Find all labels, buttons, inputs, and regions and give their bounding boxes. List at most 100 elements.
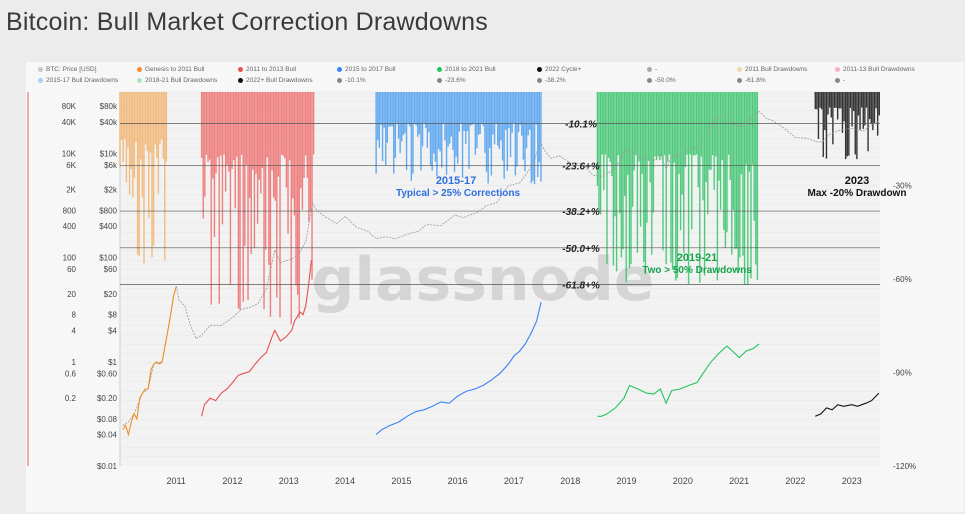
- legend-item[interactable]: -23.6%: [437, 77, 466, 84]
- legend-label: -61.8%: [745, 77, 766, 84]
- legend-label: Genesis to 2011 Bull: [145, 66, 205, 73]
- x-tick: 2011: [166, 476, 185, 486]
- y-tick-outer: 80K: [62, 102, 77, 111]
- x-tick: 2016: [448, 476, 468, 486]
- y-tick-inner: $0.60: [97, 369, 118, 378]
- y-tick-inner: $1: [108, 358, 117, 367]
- x-tick: 2021: [729, 476, 749, 486]
- legend-item[interactable]: 2022 Cycle+: [537, 66, 581, 73]
- drawdown-level-label: -38.2+%: [562, 207, 600, 218]
- legend-swatch: [238, 66, 243, 72]
- y-tick-outer: 6K: [66, 161, 76, 170]
- legend-item[interactable]: 2011 Bull Drawdowns: [737, 66, 807, 73]
- legend-label: 2011-13 Bull Drawdowns: [843, 66, 915, 73]
- page-title: Bitcoin: Bull Market Correction Drawdown…: [6, 8, 488, 36]
- x-tick: 2014: [335, 476, 355, 486]
- y-tick-inner: $800: [99, 206, 117, 215]
- y-tick-outer: 0.2: [65, 394, 77, 403]
- legend-label: 2022+ Bull Drawdowns: [246, 77, 313, 84]
- drawdown-level-label: -10.1%: [565, 119, 597, 130]
- series-line-genesis: [122, 286, 177, 437]
- legend-item[interactable]: 2011-13 Bull Drawdowns: [835, 66, 915, 73]
- legend-item[interactable]: -10.1%: [337, 77, 366, 84]
- y-tick-outer: 4: [72, 326, 77, 335]
- legend-item[interactable]: 2022+ Bull Drawdowns: [238, 77, 313, 84]
- y-tick-inner: $8: [108, 311, 117, 320]
- legend-item[interactable]: 2015 to 2017 Bull: [337, 66, 396, 73]
- x-tick: 2020: [673, 476, 693, 486]
- x-tick: 2023: [842, 476, 862, 486]
- legend-item[interactable]: -: [647, 66, 657, 73]
- series-line-bull-2011-13: [201, 259, 312, 417]
- x-tick: 2012: [222, 476, 242, 486]
- legend-item[interactable]: -38.2%: [537, 77, 566, 84]
- legend-label: BTC: Price [USD]: [46, 66, 97, 73]
- legend-item[interactable]: 2018-21 Bull Drawdowns: [137, 77, 217, 84]
- x-tick: 2013: [279, 476, 299, 486]
- drawdown-region: [200, 92, 315, 325]
- legend-swatch: [437, 77, 442, 83]
- legend-label: -50.0%: [655, 77, 676, 84]
- x-tick: 2019: [617, 476, 637, 486]
- legend-label: 2018-21 Bull Drawdowns: [145, 77, 218, 84]
- legend-swatch: [835, 77, 840, 83]
- legend: BTC: Price [USD] Genesis to 2011 Bull 2011…: [26, 66, 956, 88]
- annotation-title: 2019-21: [677, 252, 717, 264]
- legend-swatch: [38, 66, 43, 72]
- y-tick-inner: $400: [99, 222, 117, 231]
- legend-swatch: [137, 77, 142, 83]
- y-tick-inner: $0.08: [97, 415, 118, 424]
- y-tick-right: -30%: [893, 182, 912, 191]
- legend-swatch: [737, 66, 742, 72]
- y-tick-outer: 8: [72, 311, 77, 320]
- legend-label: -23.6%: [445, 77, 466, 84]
- legend-label: 2011 Bull Drawdowns: [745, 66, 808, 73]
- y-tick-outer: 10K: [62, 149, 77, 158]
- annotation-title: 2023: [845, 175, 869, 187]
- y-tick-inner: $60: [104, 265, 118, 274]
- y-tick-inner: $0.20: [97, 394, 118, 403]
- legend-label: -10.1%: [345, 77, 366, 84]
- legend-swatch: [737, 77, 742, 83]
- y-tick-outer: 2K: [66, 186, 76, 195]
- legend-label: -38.2%: [545, 77, 566, 84]
- legend-item[interactable]: Genesis to 2011 Bull: [137, 66, 205, 73]
- y-tick-inner: $20: [104, 290, 118, 299]
- annotation-subtitle: Two > 50% Drawdowns: [642, 265, 752, 276]
- drawdown-level-label: -23.6+%: [562, 162, 600, 173]
- series-line-bull-2015-17: [375, 301, 542, 436]
- legend-label: 2018 to 2021 Bull: [445, 66, 496, 73]
- drawdown-level-label: -61.8+%: [562, 281, 600, 292]
- legend-swatch: [835, 66, 840, 72]
- legend-item[interactable]: 2011 to 2013 Bull: [238, 66, 296, 73]
- y-tick-outer: 40K: [62, 118, 77, 127]
- y-tick-inner: $80k: [100, 102, 118, 111]
- legend-item[interactable]: BTC: Price [USD]: [38, 66, 97, 73]
- drawdown-region: [119, 92, 168, 264]
- y-tick-outer: 60: [67, 265, 76, 274]
- x-tick: 2017: [504, 476, 524, 486]
- legend-swatch: [537, 66, 542, 72]
- drawdown-level-label: -50.0+%: [562, 244, 600, 255]
- series-line-cycle-2022: [815, 392, 880, 417]
- legend-item[interactable]: -50.0%: [647, 77, 676, 84]
- legend-row: BTC: Price [USD] Genesis to 2011 Bull 2011…: [26, 66, 956, 77]
- legend-label: 2015 to 2017 Bull: [345, 66, 396, 73]
- legend-item[interactable]: 2015-17 Bull Drawdowns: [38, 77, 118, 84]
- y-tick-outer: 20: [67, 290, 76, 299]
- legend-item[interactable]: 2018 to 2021 Bull: [437, 66, 496, 73]
- y-tick-outer: 100: [63, 254, 77, 263]
- y-tick-right: -60%: [893, 275, 912, 284]
- legend-item[interactable]: -61.8%: [737, 77, 766, 84]
- legend-swatch: [437, 66, 442, 72]
- legend-swatch: [337, 77, 342, 83]
- y-tick-inner: $0.04: [97, 431, 118, 440]
- legend-swatch: [238, 77, 243, 83]
- series-line-btc-price: [122, 110, 880, 426]
- x-tick: 2015: [391, 476, 411, 486]
- annotation-subtitle: Max -20% Drawdown: [808, 188, 907, 199]
- legend-label: 2011 to 2013 Bull: [246, 66, 297, 73]
- y-tick-inner: $0.01: [97, 462, 118, 471]
- y-tick-inner: $100: [99, 254, 117, 263]
- legend-item[interactable]: -: [835, 77, 845, 84]
